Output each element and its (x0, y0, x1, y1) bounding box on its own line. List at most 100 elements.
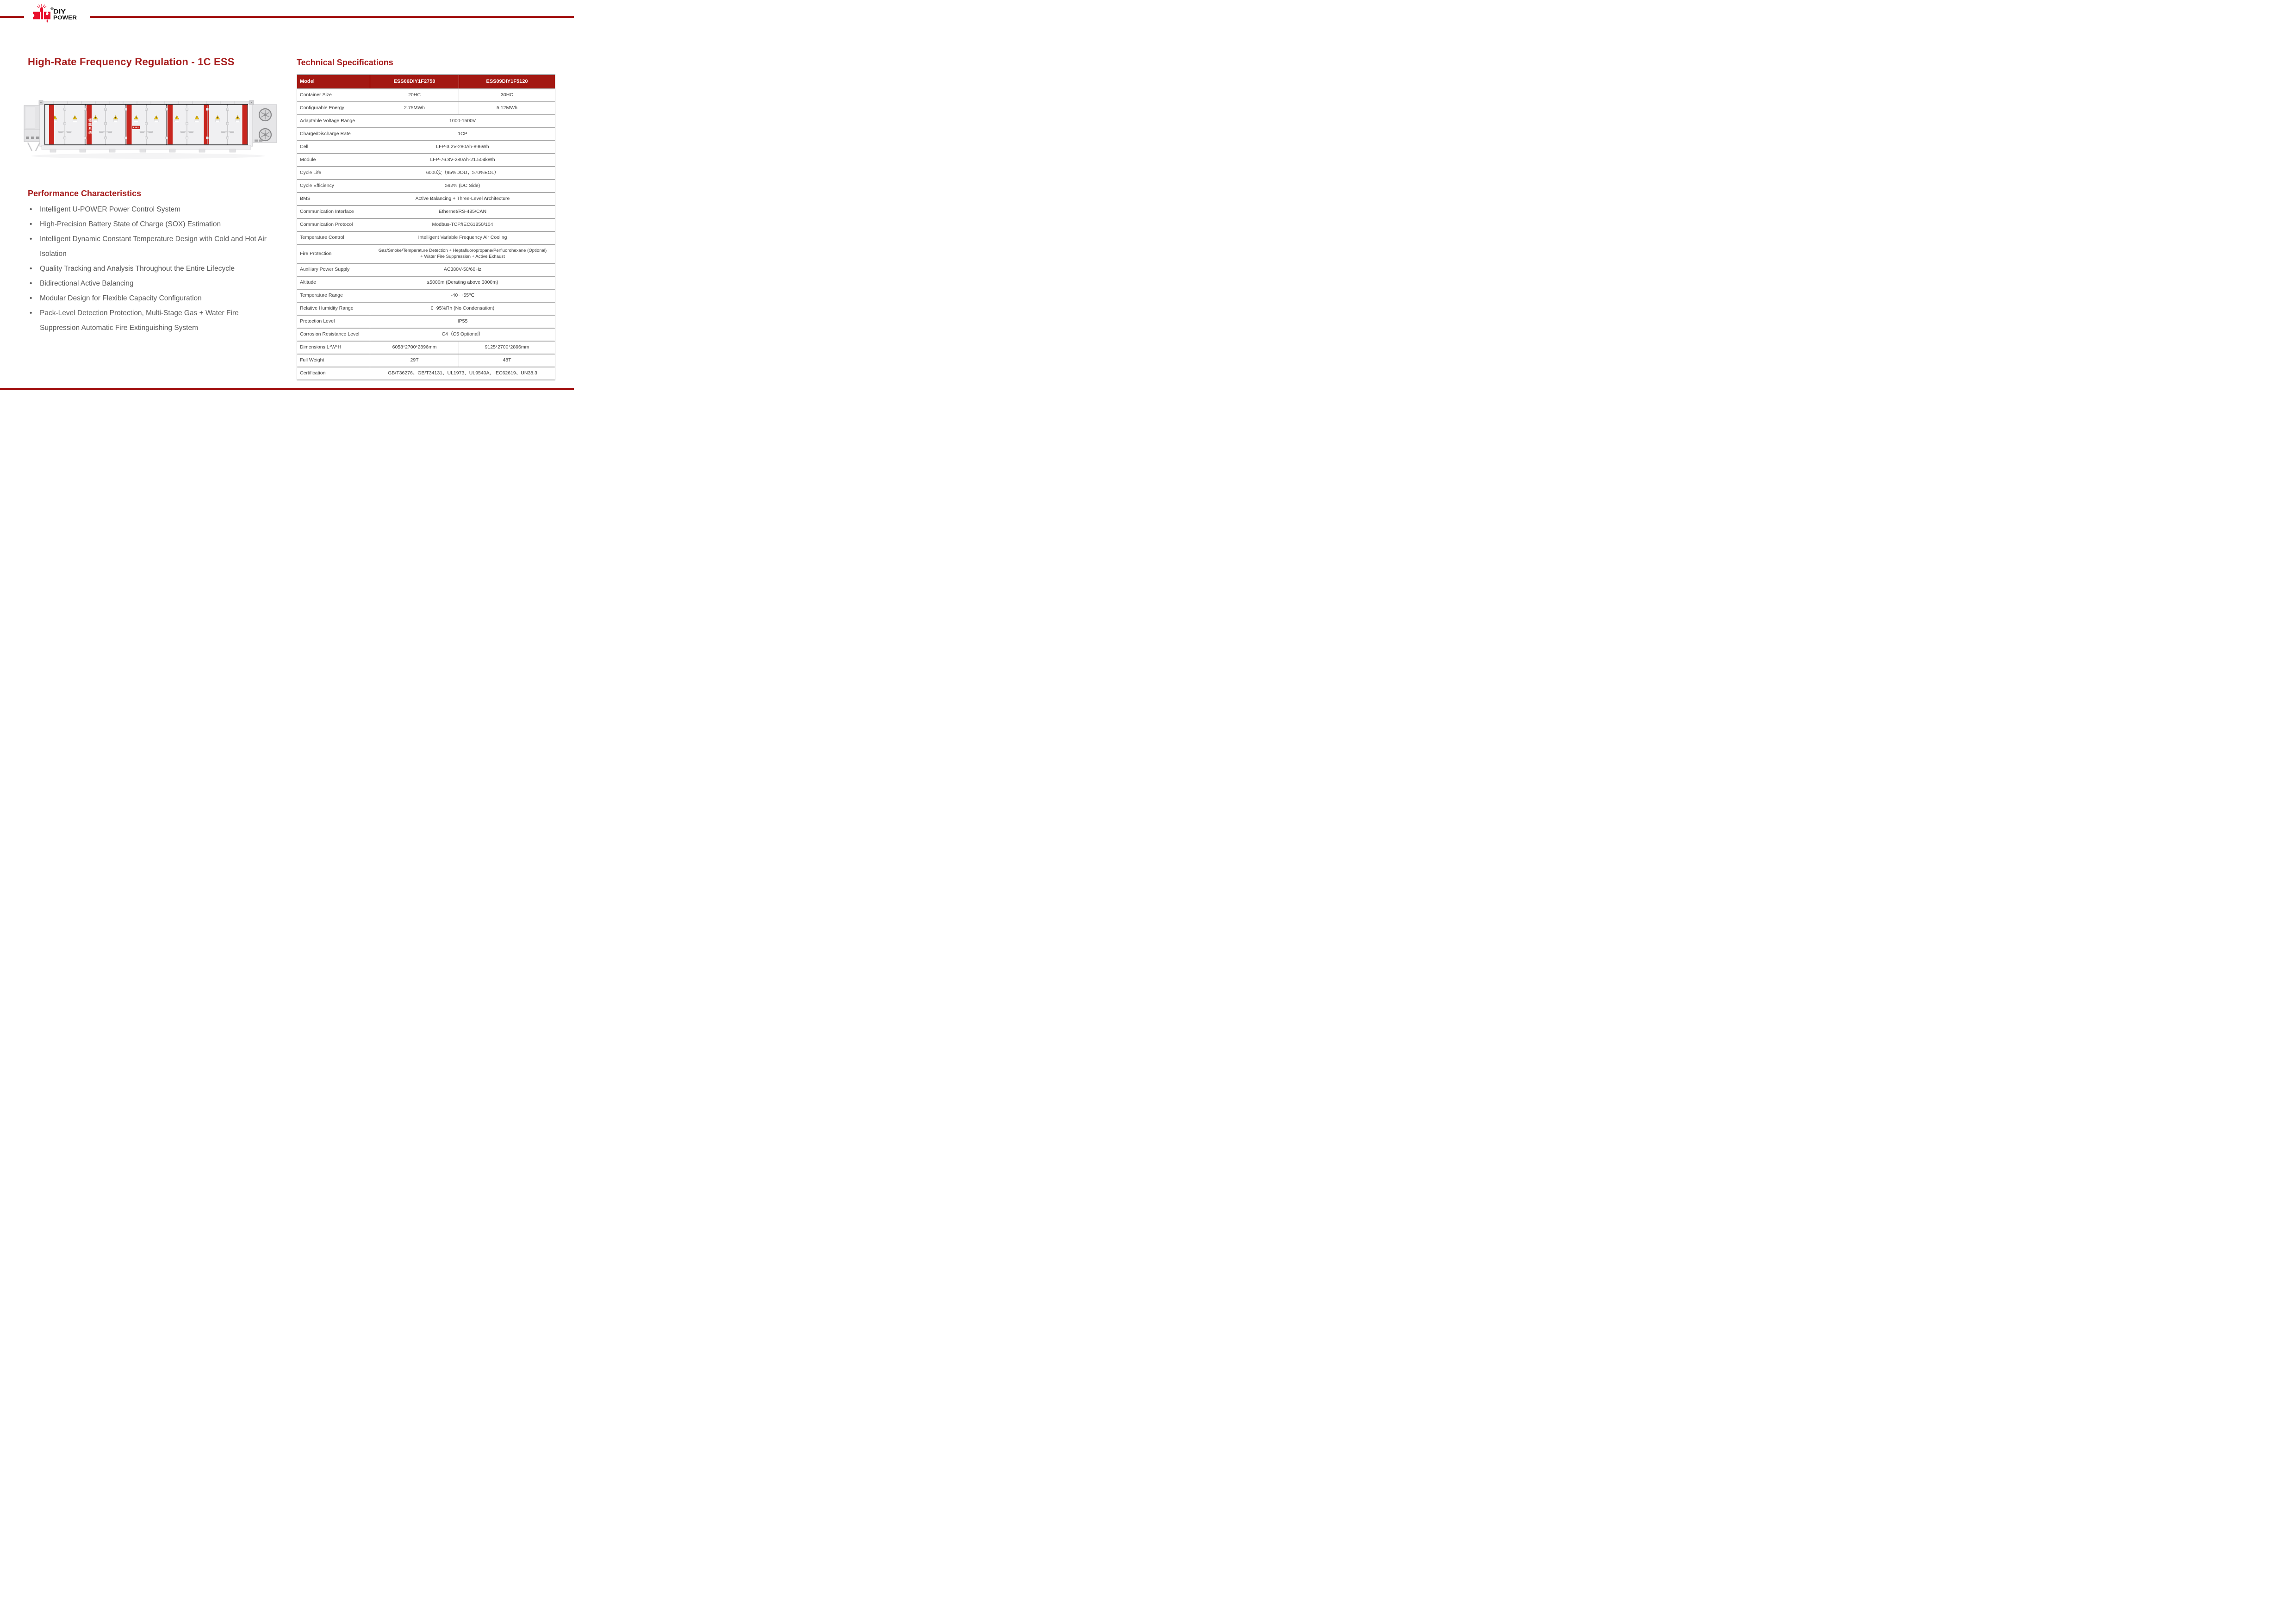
spec-row-label: Module (297, 154, 370, 166)
spec-value-shared: LFP-76.8V-280Ah-21.504kWh (430, 157, 495, 163)
wordmark-power: POWER (53, 15, 77, 21)
spec-value-model-2: 48T (503, 357, 511, 363)
spec-table-row: Configurable Energy 2.75MWh 5.12MWh (297, 101, 555, 114)
spec-row-label: Communication Protocol (297, 219, 370, 231)
left-cooling-unit (24, 105, 42, 151)
registered-mark-icon: R (50, 7, 54, 10)
spec-row-label: Certification (297, 367, 370, 380)
spec-table-row: Communication Interface Ethernet/RS-485/C… (297, 205, 555, 218)
spec-table-row: Relative Humidity Range 0~95%Rh (No Conde… (297, 302, 555, 315)
spec-row-label: Configurable Energy (297, 102, 370, 114)
spec-header-model-1: ESS06DIY1F2750 (370, 75, 459, 88)
spec-row-label: Cell (297, 141, 370, 153)
fan-icon (258, 108, 272, 122)
svg-text:R: R (51, 8, 53, 10)
spec-value-model-2: 30HC (501, 92, 513, 98)
spec-row-label: Fire Protection (297, 245, 370, 263)
spec-value-shared: Intelligent Variable Frequency Air Cooli… (418, 235, 507, 241)
bullet-icon: • (30, 280, 32, 287)
spec-value-model-1: 2.75MWh (370, 102, 459, 114)
warning-plaque (132, 125, 140, 129)
bullet-icon: • (30, 220, 32, 228)
spec-value-shared: GB/T36276、GB/T34131、UL1973、UL9540A、IEC62… (388, 370, 537, 376)
brand-logo: R DIY POWER (24, 2, 90, 25)
spec-row-label: Auxiliary Power Supply (297, 264, 370, 276)
spec-table-row: Certification GB/T36276、GB/T34131、UL1973、… (297, 367, 555, 380)
spec-header-model: Model (297, 75, 370, 88)
logo-puzzle-diy (31, 12, 50, 23)
bullet-text: Quality Tracking and Analysis Throughout… (40, 265, 235, 273)
spec-value-shared: IP55 (457, 318, 468, 324)
bullet-text: High-Precision Battery State of Charge (… (40, 220, 221, 228)
spec-row-label: Communication Interface (297, 206, 370, 218)
spec-value-shared: ≥92% (DC Side) (445, 183, 480, 189)
bullet-icon: • (30, 265, 32, 273)
spec-value-shared: 6000次（95%DOD，≥70%EOL） (426, 170, 499, 176)
spec-value-model-1: 20HC (370, 89, 459, 101)
spec-value-shared: 1CP (458, 131, 467, 137)
product-image-ess-container: 储能系统 (19, 92, 287, 170)
spec-table-row: Dimensions L*W*H 6058*2700*2896mm 9125*270… (297, 341, 555, 354)
spec-table-row: Full Weight 29T 48T (297, 354, 555, 367)
top-brand-rule (0, 16, 574, 18)
bullet-text: Modular Design for Flexible Capacity Con… (40, 294, 202, 302)
spec-value-shared: 1000-1500V (449, 118, 476, 124)
diy-power-logo: R DIY POWER (31, 4, 77, 23)
performance-bullet-item: • High-Precision Battery State of Charge … (30, 217, 272, 232)
spec-value-shared: Modbus-TCP/IEC61850/104 (432, 222, 493, 228)
spec-value-shared: -40~+55℃ (451, 292, 474, 299)
spec-value-shared: Active Balancing + Three-Level Architect… (415, 196, 510, 202)
spec-row-label: Relative Humidity Range (297, 303, 370, 315)
spec-row-label: Full Weight (297, 355, 370, 367)
logo-bulb (40, 7, 43, 12)
spec-table-row: Altitude ≤5000m (Derating above 3000m) (297, 276, 555, 289)
performance-bullet-item: • Intelligent Dynamic Constant Temperatur… (30, 232, 272, 261)
door-hinges (63, 106, 229, 144)
container-base (41, 144, 251, 153)
container-stripe-label: 储能系统 (88, 118, 92, 135)
bullet-icon: • (30, 309, 32, 317)
bullet-text: Intelligent U-POWER Power Control System (40, 205, 181, 213)
performance-bullet-item: • Modular Design for Flexible Capacity Co… (30, 291, 272, 306)
door-red-stripes (49, 105, 248, 145)
ess-container-illustration (24, 100, 277, 159)
bullet-icon: • (30, 294, 32, 302)
performance-bullet-item: • Pack-Level Detection Protection, Multi-… (30, 306, 272, 336)
spec-value-shared: Gas/Smoke/Temperature Detection + Heptaf… (378, 248, 547, 259)
spec-table-header-row: Model ESS06DIY1F2750 ESS09DIY1F5120 (297, 75, 555, 88)
spec-table-row: Adaptable Voltage Range 1000-1500V (297, 114, 555, 127)
spec-value-shared: Ethernet/RS-485/CAN (438, 209, 487, 215)
spec-table-row: Fire Protection Gas/Smoke/Temperature Det… (297, 244, 555, 263)
spec-table-row: Charge/Discharge Rate 1CP (297, 127, 555, 140)
spec-row-label: Protection Level (297, 316, 370, 328)
bullet-text: Pack-Level Detection Protection, Multi-S… (40, 309, 239, 332)
spec-value-model-2: 5.12MWh (497, 105, 517, 111)
right-cooling-unit (251, 104, 277, 143)
spec-row-label: Dimensions L*W*H (297, 342, 370, 354)
technical-specifications-heading: Technical Specifications (297, 58, 393, 67)
spec-table-row: Temperature Control Intelligent Variable … (297, 231, 555, 244)
spec-row-label: Adaptable Voltage Range (297, 115, 370, 127)
spec-value-shared: 0~95%Rh (No Condensation) (430, 305, 495, 311)
spec-value-shared: C4（C5 Optional） (442, 331, 484, 337)
spec-sheet-page: R DIY POWER High-Rate Frequency Regulati… (0, 0, 574, 406)
spec-value-model-1: 29T (370, 355, 459, 367)
spec-header-model-2: ESS09DIY1F5120 (486, 79, 528, 85)
spec-row-label: Altitude (297, 277, 370, 289)
logo-rays (37, 4, 47, 8)
performance-bullet-item: • Intelligent U-POWER Power Control Syste… (30, 202, 272, 217)
performance-bullet-item: • Bidirectional Active Balancing (30, 276, 272, 291)
performance-bullet-list: • Intelligent U-POWER Power Control Syste… (30, 202, 272, 336)
performance-characteristics-heading: Performance Characteristics (28, 189, 142, 198)
spec-row-label: Cycle Efficiency (297, 180, 370, 192)
spec-row-label: Cycle Life (297, 167, 370, 179)
spec-table-row: Corrosion Resistance Level C4（C5 Optional… (297, 328, 555, 341)
spec-table-row: Module LFP-76.8V-280Ah-21.504kWh (297, 153, 555, 166)
spec-table-row: BMS Active Balancing + Three-Level Archit… (297, 192, 555, 205)
performance-bullet-item: • Quality Tracking and Analysis Throughou… (30, 261, 272, 276)
spec-row-label: Charge/Discharge Rate (297, 128, 370, 140)
spec-row-label: Corrosion Resistance Level (297, 329, 370, 341)
wordmark-diy: DIY (53, 8, 66, 15)
bullet-text: Bidirectional Active Balancing (40, 280, 134, 287)
bullet-text: Intelligent Dynamic Constant Temperature… (40, 235, 267, 258)
